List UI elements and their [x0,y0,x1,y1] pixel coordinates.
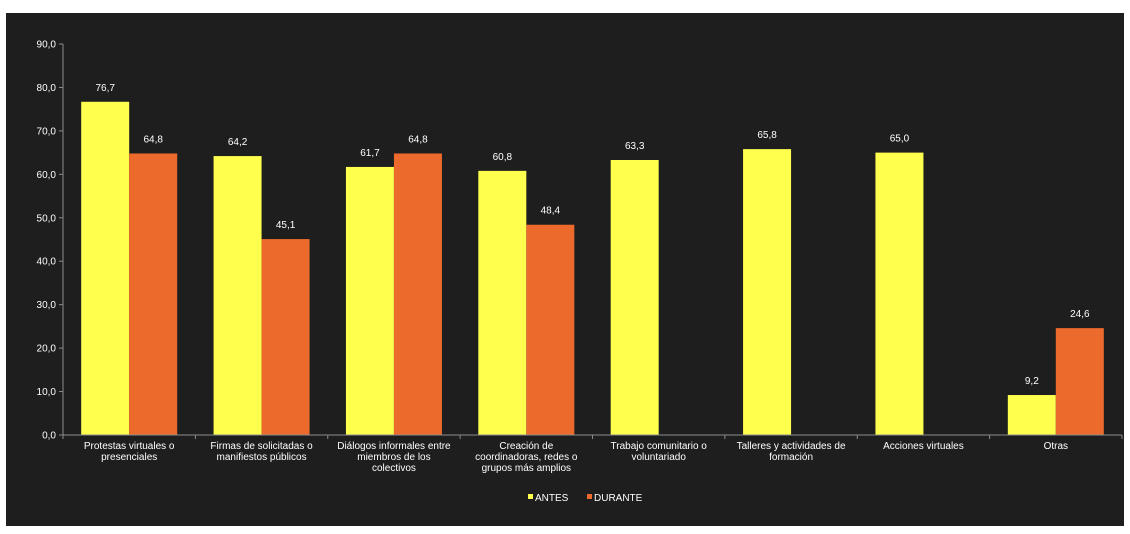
data-label-antes-5: 63,3 [625,141,645,152]
data-label-durante-8: 24,6 [1070,309,1090,320]
bar-durante-8 [1055,328,1104,435]
data-label-antes-3: 61,7 [360,148,380,159]
legend-label-antes: ANTES [535,493,569,504]
x-category-label-line: voluntariado [631,452,686,463]
data-label-antes-4: 60,8 [493,152,513,163]
y-axis: 0,0 10,0 20,0 30,0 40,0 50,0 60,0 70,0 80,0 90,0 [37,40,64,442]
x-category-label: Protestas virtuales o presenciales [84,441,175,463]
legend-label-durante: DURANTE [594,493,643,504]
x-category-label-line: coordinadoras, redes o [475,452,578,463]
bar-antes-4 [478,170,527,435]
x-category-label: Creación de coordinadoras, redes o grupos … [475,441,578,474]
y-tick-label: 40,0 [37,257,57,268]
bar-antes-6 [743,149,792,435]
x-category-label-line: Diálogos informales entre [337,441,451,452]
y-tick-label: 50,0 [37,213,57,224]
y-tick-label: 10,0 [37,387,57,398]
x-category-label: Trabajo comunitario o voluntariado [611,441,708,463]
x-category-label-line: Acciones virtuales [883,441,964,452]
bar-antes-5 [610,159,659,435]
x-category-label-line: miembros de los [357,452,430,463]
y-tick-label: 30,0 [37,300,57,311]
data-label-antes-1: 76,7 [95,83,115,94]
bars: 76,7 64,8 64,2 45,1 61,7 64,8 60,8 48,4 63,3 65,8… [81,83,1104,436]
bar-chart: 0,010,020,030,040,050,060,070,080,090,0 … [37,40,1123,504]
x-category-label: Talleres y actividades de formación [737,441,846,463]
x-category-label-line: colectivos [372,463,416,474]
x-category-label: Acciones virtuales [883,441,964,452]
bar-durante-4 [526,224,575,435]
data-label-antes-2: 64,2 [228,137,248,148]
x-axis: Protestas virtuales o presenciales Firmas … [62,434,1123,474]
y-tick-label: 70,0 [37,126,57,137]
chart-panel: 0,0 10,0 20,0 30,0 40,0 50,0 60,0 70,0 80,0 90,0 … [6,13,1124,526]
bar-antes-7 [875,152,924,435]
bar-antes-8 [1007,395,1056,435]
bar-antes-2 [213,156,262,435]
x-category-label-line: Protestas virtuales o [84,441,175,452]
x-category-label: Diálogos informales entre miembros de los… [337,441,451,474]
y-tick-label: 80,0 [37,83,57,94]
bar-antes-1 [81,101,130,435]
data-label-durante-3: 64,8 [408,134,428,145]
bar-durante-3 [393,153,442,436]
data-label-antes-7: 65,0 [890,134,910,145]
y-tick-label: 0,0 [42,431,56,442]
data-label-durante-2: 45,1 [276,220,296,231]
x-category-label-line: Talleres y actividades de [737,441,846,452]
data-label-durante-4: 48,4 [541,206,561,217]
legend-swatch-durante [587,494,592,499]
y-tick-label: 90,0 [37,40,57,51]
bar-durante-2 [261,239,310,435]
data-label-antes-6: 65,8 [757,130,777,141]
x-category-label: Otras [1044,441,1068,452]
bar-antes-3 [345,166,394,435]
legend-swatch-antes [528,494,533,499]
data-label-antes-8: 9,2 [1025,376,1039,387]
x-category-label-line: grupos más amplios [482,463,571,474]
y-tick-label: 20,0 [37,344,57,355]
bar-durante-1 [129,153,178,436]
legend: ANTES DURANTE [528,493,643,504]
data-label-durante-1: 64,8 [143,134,163,145]
x-category-label-line: Trabajo comunitario o [611,441,708,452]
x-category-label-line: Firmas de solicitadas o [210,441,313,452]
x-category-label-line: formación [769,452,813,463]
y-tick-label: 60,0 [37,170,57,181]
x-category-label-line: manifiestos públicos [217,452,307,463]
x-category-label: Firmas de solicitadas o manifiestos públi… [210,441,313,463]
x-category-label-line: Otras [1044,441,1068,452]
x-category-label-line: presenciales [101,452,157,463]
x-category-label-line: Creación de [499,441,553,452]
